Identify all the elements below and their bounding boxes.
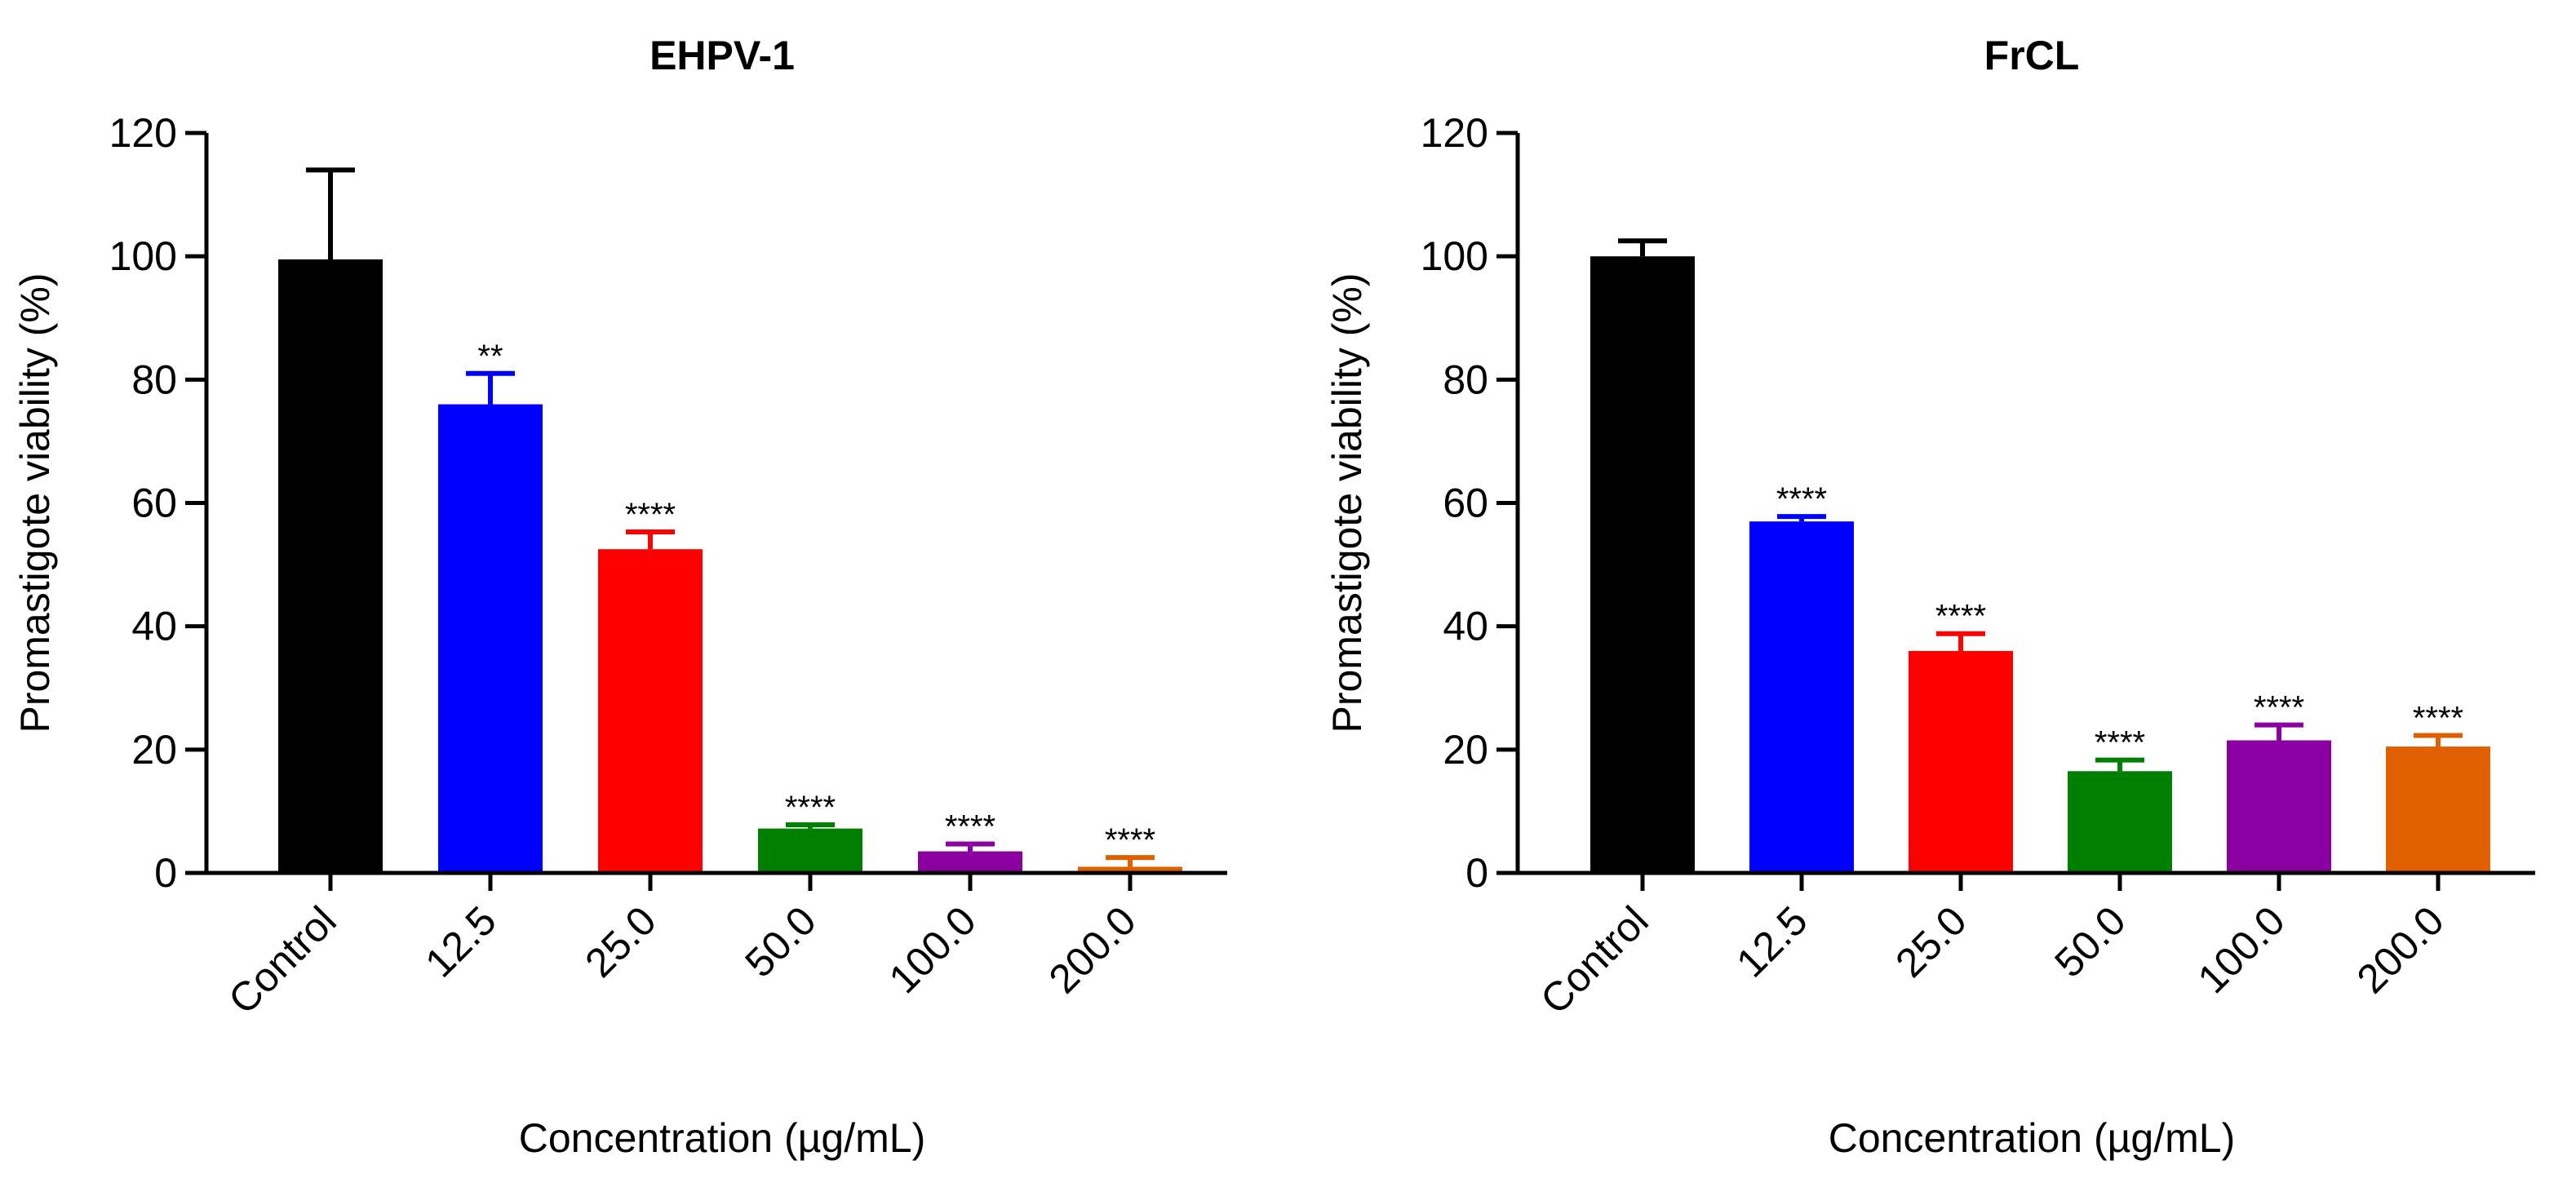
ehpv1-y-tick-label-4: 80 (131, 357, 177, 402)
ehpv1-bar-4 (918, 851, 1022, 873)
frcl-significance-4: **** (2254, 690, 2304, 726)
frcl-bar-0 (1590, 256, 1695, 874)
frcl-y-tick-label-4: 80 (1443, 357, 1488, 402)
frcl-category-label-1: 12.5 (1727, 897, 1816, 986)
ehpv1-significance-3: **** (785, 790, 836, 826)
ehpv1-chart-title: EHPV-1 (650, 33, 795, 78)
frcl-y-tick-label-3: 60 (1443, 481, 1488, 526)
ehpv1-significance-2: **** (625, 497, 676, 533)
frcl-x-axis-label: Concentration (µg/mL) (1829, 1115, 2235, 1161)
frcl-chart-title: FrCL (1984, 33, 2080, 78)
ehpv1-category-label-0: Control (219, 897, 345, 1023)
frcl-y-tick-label-6: 120 (1421, 110, 1488, 156)
ehpv1-bar-1 (438, 404, 543, 874)
frcl-significance-1: **** (1776, 481, 1827, 517)
frcl-category-label-4: 100.0 (2189, 897, 2294, 1002)
frcl-bar-4 (2227, 740, 2331, 873)
ehpv1-bar-2 (598, 549, 703, 873)
chart-frcl: FrCL Promastigote viability (%) Concentrat… (1324, 33, 2535, 1161)
frcl-y-tick-label-2: 40 (1443, 604, 1488, 649)
frcl-category-label-3: 50.0 (2046, 897, 2134, 986)
frcl-bar-1 (1749, 521, 1854, 873)
frcl-y-axis-label: Promastigote viability (%) (1324, 272, 1370, 733)
ehpv1-significance-5: **** (1105, 822, 1155, 858)
ehpv1-bar-0 (278, 259, 383, 874)
ehpv1-y-tick-label-0: 0 (154, 850, 177, 896)
ehpv1-significance-4: **** (945, 808, 995, 844)
chart-ehpv1: EHPV-1 Promastigote viability (%) Concentr… (12, 33, 1227, 1161)
ehpv1-bar-5 (1078, 866, 1182, 873)
frcl-significance-2: **** (1935, 599, 1986, 635)
frcl-bar-5 (2386, 746, 2490, 873)
ehpv1-y-tick-label-1: 20 (131, 727, 177, 773)
frcl-category-label-0: Control (1532, 897, 1657, 1023)
ehpv1-bar-3 (758, 828, 862, 873)
frcl-bar-2 (1909, 650, 2013, 873)
ehpv1-y-tick-label-5: 100 (109, 233, 177, 279)
ehpv1-category-label-4: 100.0 (880, 897, 985, 1002)
ehpv1-y-tick-label-2: 40 (131, 604, 177, 649)
frcl-y-tick-label-1: 20 (1443, 727, 1488, 773)
ehpv1-category-label-2: 25.0 (576, 897, 664, 986)
ehpv1-significance-1: ** (477, 339, 503, 374)
ehpv1-category-label-5: 200.0 (1040, 897, 1145, 1002)
frcl-y-tick-label-5: 100 (1421, 233, 1488, 279)
ehpv1-category-label-3: 50.0 (736, 897, 824, 986)
ehpv1-category-label-1: 12.5 (416, 897, 504, 986)
ehpv1-y-tick-label-3: 60 (131, 481, 177, 526)
ehpv1-y-axis-label: Promastigote viability (%) (12, 272, 58, 733)
ehpv1-y-tick-label-6: 120 (109, 110, 177, 156)
frcl-bar-3 (2068, 771, 2172, 873)
frcl-y-tick-label-0: 0 (1465, 850, 1488, 896)
frcl-significance-5: **** (2413, 700, 2463, 736)
ehpv1-x-axis-label: Concentration (µg/mL) (519, 1115, 925, 1161)
frcl-category-label-2: 25.0 (1887, 897, 1975, 986)
frcl-category-label-5: 200.0 (2348, 897, 2453, 1002)
frcl-significance-3: **** (2095, 725, 2145, 761)
